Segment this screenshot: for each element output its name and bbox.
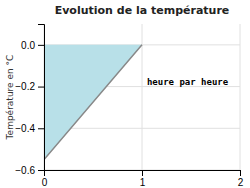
grid-line-y: [44, 128, 240, 129]
axis-line: [38, 25, 45, 171]
tick-mark: [38, 128, 44, 129]
tick-label: −0.2: [15, 81, 35, 92]
tick: −0.4: [15, 123, 44, 134]
tick-mark: [38, 170, 44, 171]
line: [44, 45, 142, 160]
tick: 0.0: [21, 40, 44, 51]
area: [44, 45, 142, 160]
tick: 0: [42, 170, 48, 188]
tick-label: 2: [238, 177, 244, 188]
tick-label: −0.6: [15, 165, 35, 176]
tick-mark: [240, 170, 241, 176]
tick-mark: [38, 45, 44, 46]
tick-label: 0: [42, 177, 48, 188]
x-axis: 0 1 2: [42, 170, 244, 188]
y-axis: −0.6 −0.4 −0.2 0.0: [15, 25, 44, 176]
grid-line-x: [240, 24, 241, 170]
tick: −0.2: [15, 81, 44, 92]
tick-label: 0.0: [21, 40, 35, 51]
tick-mark: [142, 170, 143, 176]
tick: −0.6: [15, 165, 44, 176]
axis-line: [45, 171, 241, 177]
marks: [44, 45, 142, 160]
tick-label: −0.4: [15, 123, 35, 134]
grid: [44, 24, 240, 170]
annotation: heure par heure: [147, 77, 229, 87]
chart: 0 1 2 −0.6 −0.4 −0.2 0.0 heure par heure Tempéra…: [0, 0, 250, 188]
tick-mark: [38, 87, 44, 88]
title: Evolution de la température: [55, 4, 230, 17]
y-axis-title: Température en °C: [5, 55, 15, 141]
tick-label: 1: [140, 177, 146, 188]
plot-area: 0 1 2 −0.6 −0.4 −0.2 0.0 heure par heure: [15, 24, 243, 188]
tick: 1: [140, 170, 146, 188]
tick: 2: [238, 170, 244, 188]
